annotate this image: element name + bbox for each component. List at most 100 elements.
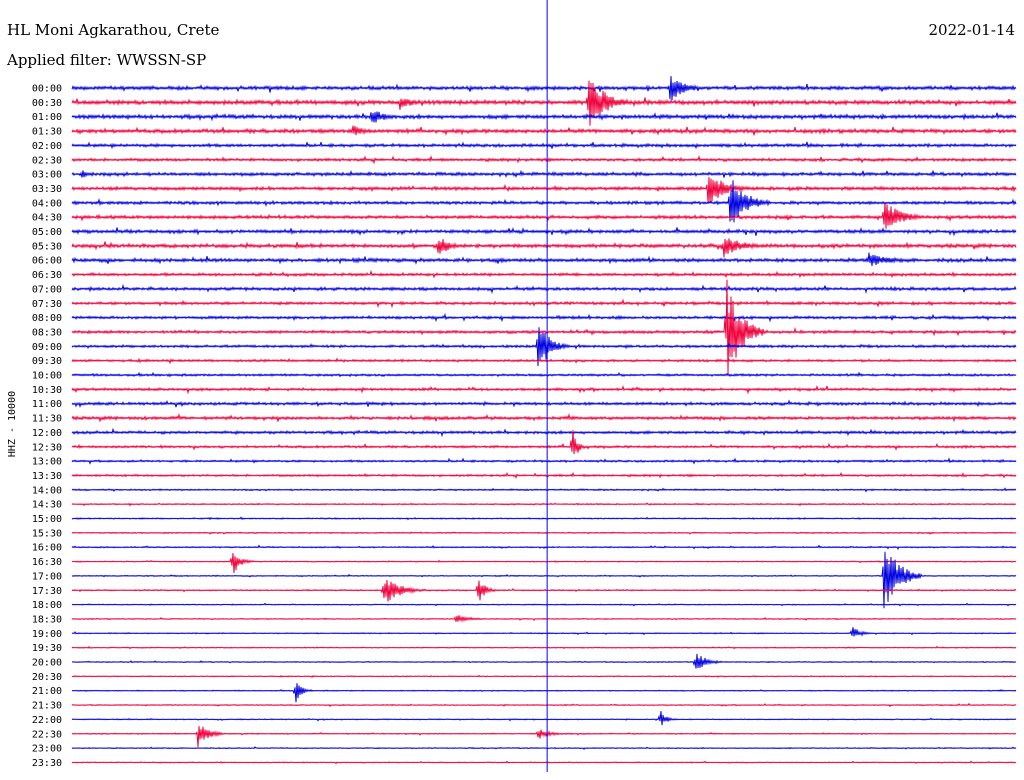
seismic-trace-1130 (71, 412, 1017, 423)
seismic-trace-2330 (71, 760, 1017, 765)
time-tick-label: 21:30 (32, 701, 62, 712)
seismic-trace-1100 (71, 399, 1017, 408)
seismic-trace-1000 (71, 371, 1017, 378)
filter-label: Applied filter: WWSSN-SP (6, 51, 206, 69)
traces-group (71, 76, 1017, 765)
seismic-trace-1600 (71, 544, 1017, 551)
time-tick-label: 03:00 (32, 170, 62, 181)
seismic-trace-1330 (71, 471, 1017, 479)
seismic-trace-0830 (71, 279, 1017, 375)
time-tick-label: 00:00 (32, 84, 62, 95)
seismic-trace-2030 (71, 674, 1017, 679)
time-tick-label: 14:30 (32, 500, 62, 511)
time-tick-label: 10:00 (32, 371, 62, 382)
time-tick-label: 02:30 (32, 155, 62, 166)
seismic-trace-2100 (71, 683, 1017, 703)
seismic-trace-2000 (71, 653, 1017, 669)
time-tick-label: 08:00 (32, 313, 62, 324)
seismic-trace-1700 (71, 551, 1017, 609)
seismic-trace-0430 (71, 202, 1017, 229)
seismic-trace-1630 (71, 553, 1017, 574)
time-tick-label: 08:30 (32, 327, 62, 338)
time-tick-label: 10:30 (32, 385, 62, 396)
time-tick-label: 00:30 (32, 98, 62, 109)
time-tick-label: 09:30 (32, 356, 62, 367)
time-tick-label: 21:00 (32, 686, 62, 697)
seismic-trace-0600 (71, 252, 1017, 266)
seismic-trace-2130 (71, 702, 1017, 708)
time-tick-label: 15:30 (32, 528, 62, 539)
time-tick-label: 07:30 (32, 299, 62, 310)
seismic-trace-2300 (71, 746, 1017, 750)
time-tick-label: 18:00 (32, 600, 62, 611)
seismic-trace-0630 (71, 269, 1017, 279)
time-tick-label: 05:30 (32, 241, 62, 252)
time-tick-label: 03:30 (32, 184, 62, 195)
seismic-trace-1230 (71, 430, 1017, 455)
time-tick-label: 06:00 (32, 256, 62, 267)
seismic-trace-1300 (71, 457, 1017, 465)
time-tick-label: 05:00 (32, 227, 62, 238)
time-tick-label: 12:30 (32, 442, 62, 453)
time-tick-label: 02:00 (32, 141, 62, 152)
seismic-trace-1200 (71, 427, 1017, 438)
time-tick-label: 20:30 (32, 672, 62, 683)
time-tick-label: 09:00 (32, 342, 62, 353)
date-label: 2022-01-14 (929, 21, 1015, 39)
seismic-trace-0230 (71, 154, 1017, 165)
seismic-trace-1830 (71, 615, 1017, 623)
time-tick-label: 20:00 (32, 658, 62, 669)
seismic-trace-0930 (71, 357, 1017, 365)
seismic-trace-1800 (71, 602, 1017, 607)
seismic-trace-1900 (71, 627, 1017, 637)
time-tick-label: 11:00 (32, 399, 62, 410)
seismic-trace-0400 (71, 180, 1017, 223)
seismic-trace-1930 (71, 645, 1017, 650)
time-tick-label: 06:30 (32, 270, 62, 281)
time-tick-label: 13:30 (32, 471, 62, 482)
seismic-trace-0030 (71, 80, 1017, 126)
seismic-trace-0800 (71, 312, 1017, 323)
time-tick-label: 16:30 (32, 557, 62, 568)
seismic-trace-1400 (71, 487, 1017, 493)
seismic-trace-0500 (71, 226, 1017, 237)
seismic-trace-0100 (71, 111, 1017, 123)
time-tick-label: 22:00 (32, 715, 62, 726)
time-tick-label: 22:30 (32, 729, 62, 740)
time-tick-label: 15:00 (32, 514, 62, 525)
time-ticks-group: 00:00 00:30 01:00 01:30 02:00 02:30 03:00 03:30… (32, 84, 62, 769)
time-tick-label: 19:30 (32, 643, 62, 654)
seismic-trace-1500 (71, 516, 1017, 521)
time-tick-label: 16:00 (32, 543, 62, 554)
time-tick-label: 01:30 (32, 127, 62, 138)
time-tick-label: 23:00 (32, 744, 62, 755)
seismic-trace-0330 (71, 176, 1017, 204)
time-tick-label: 01:00 (32, 112, 62, 123)
time-tick-label: 04:30 (32, 213, 62, 224)
time-tick-label: 17:30 (32, 586, 62, 597)
time-tick-label: 17:00 (32, 571, 62, 582)
seismic-trace-2200 (71, 711, 1017, 726)
seismic-trace-0130 (71, 125, 1017, 136)
seismic-trace-1730 (71, 579, 1017, 602)
seismic-trace-0530 (71, 238, 1017, 258)
time-tick-label: 11:30 (32, 414, 62, 425)
seismic-trace-0000 (71, 76, 1017, 101)
seismic-trace-0200 (71, 141, 1017, 150)
seismic-trace-1530 (71, 531, 1017, 535)
time-tick-label: 13:00 (32, 457, 62, 468)
seismic-trace-1030 (71, 384, 1017, 395)
seismic-trace-0730 (71, 298, 1017, 309)
time-tick-label: 23:30 (32, 758, 62, 769)
seismic-trace-0300 (71, 169, 1017, 179)
seismic-trace-0700 (71, 283, 1017, 295)
time-tick-label: 04:00 (32, 198, 62, 209)
time-tick-label: 07:00 (32, 284, 62, 295)
station-title: HL Moni Agkarathou, Crete (7, 21, 219, 39)
time-tick-label: 14:00 (32, 485, 62, 496)
time-tick-label: 18:30 (32, 614, 62, 625)
time-tick-label: 19:00 (32, 629, 62, 640)
time-tick-label: 12:00 (32, 428, 62, 439)
y-axis-label: HHZ - 10000 (7, 391, 18, 457)
